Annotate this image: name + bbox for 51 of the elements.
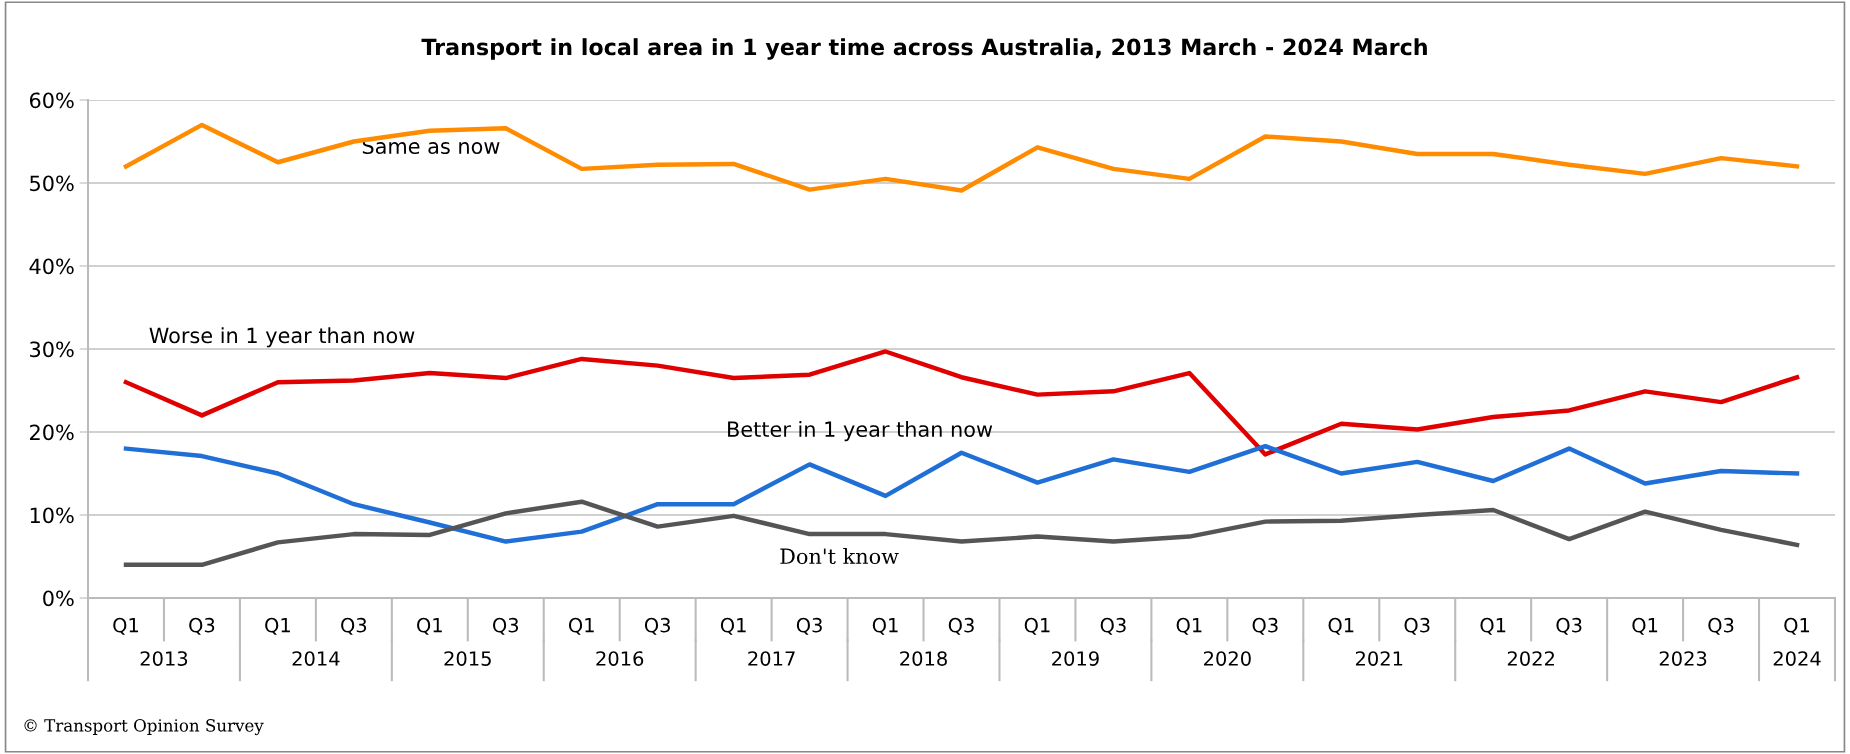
y-tick-label: 60%	[29, 92, 74, 109]
x-tick-label: Q3	[1252, 617, 1278, 635]
x-tick-label: Q3	[796, 617, 822, 635]
x-tick-label: Q3	[493, 617, 519, 635]
series-label: Don't know	[780, 547, 899, 565]
text: 2022	[1507, 651, 1554, 666]
x-tick-label: Q1	[1024, 617, 1050, 635]
y-tick-label: 30%	[30, 341, 74, 358]
text: 2013	[140, 651, 188, 666]
series-label: Better in 1 year than now	[728, 420, 993, 442]
x-tick-label: Q3	[644, 617, 670, 635]
text: 2024	[1773, 651, 1821, 666]
text: 2018	[900, 651, 947, 666]
x-tick-label: Q1	[1176, 617, 1202, 635]
line-series	[123, 443, 1800, 544]
x-tick-label: Q1	[265, 617, 290, 635]
x-tick-label: Q1	[113, 617, 139, 635]
x-tick-label: Q3	[948, 617, 974, 635]
y-tick-label: 10%	[30, 507, 74, 524]
x-tick-label: Q1	[872, 617, 898, 635]
x-tick-label: Q1	[568, 617, 594, 635]
y-tick-label: 20%	[30, 424, 74, 441]
text: 2015	[444, 651, 491, 666]
x-tick-label: Q1	[1632, 617, 1658, 635]
line-series	[123, 349, 1800, 457]
text: 2014	[292, 651, 340, 666]
y-tick-label: 50%	[30, 175, 74, 192]
line-series	[123, 122, 1800, 193]
text: 2017	[748, 651, 795, 666]
text: © Transport Opinion Survey	[24, 719, 264, 736]
x-tick-label: Q3	[1708, 617, 1734, 635]
line-series	[123, 499, 1800, 568]
x-tick-label: Q1	[1328, 617, 1354, 635]
text: 2016	[596, 651, 644, 666]
chart-title: Transport in local area in 1 year time across Australia, 2013 March - 2024 March	[421, 38, 1427, 60]
text: 2020	[1204, 651, 1251, 666]
y-tick-label: 40%	[29, 258, 74, 275]
text: 2019	[1052, 651, 1099, 666]
series-label: Worse in 1 year than now	[149, 327, 415, 348]
x-tick-label: Q3	[341, 617, 367, 635]
x-tick-label: Q3	[1556, 617, 1582, 635]
x-tick-label: Q1	[1480, 617, 1506, 635]
x-tick-label: Q1	[720, 617, 746, 635]
text: 2021	[1355, 651, 1403, 666]
x-tick-label: Q3	[1100, 617, 1126, 635]
x-tick-label: Q1	[417, 617, 442, 635]
y-tick-label: 0%	[43, 590, 74, 607]
x-tick-label: Q3	[189, 617, 215, 635]
x-tick-label: Q1	[1784, 617, 1810, 635]
x-tick-label: Q3	[1404, 617, 1430, 635]
text: 2023	[1659, 651, 1707, 666]
